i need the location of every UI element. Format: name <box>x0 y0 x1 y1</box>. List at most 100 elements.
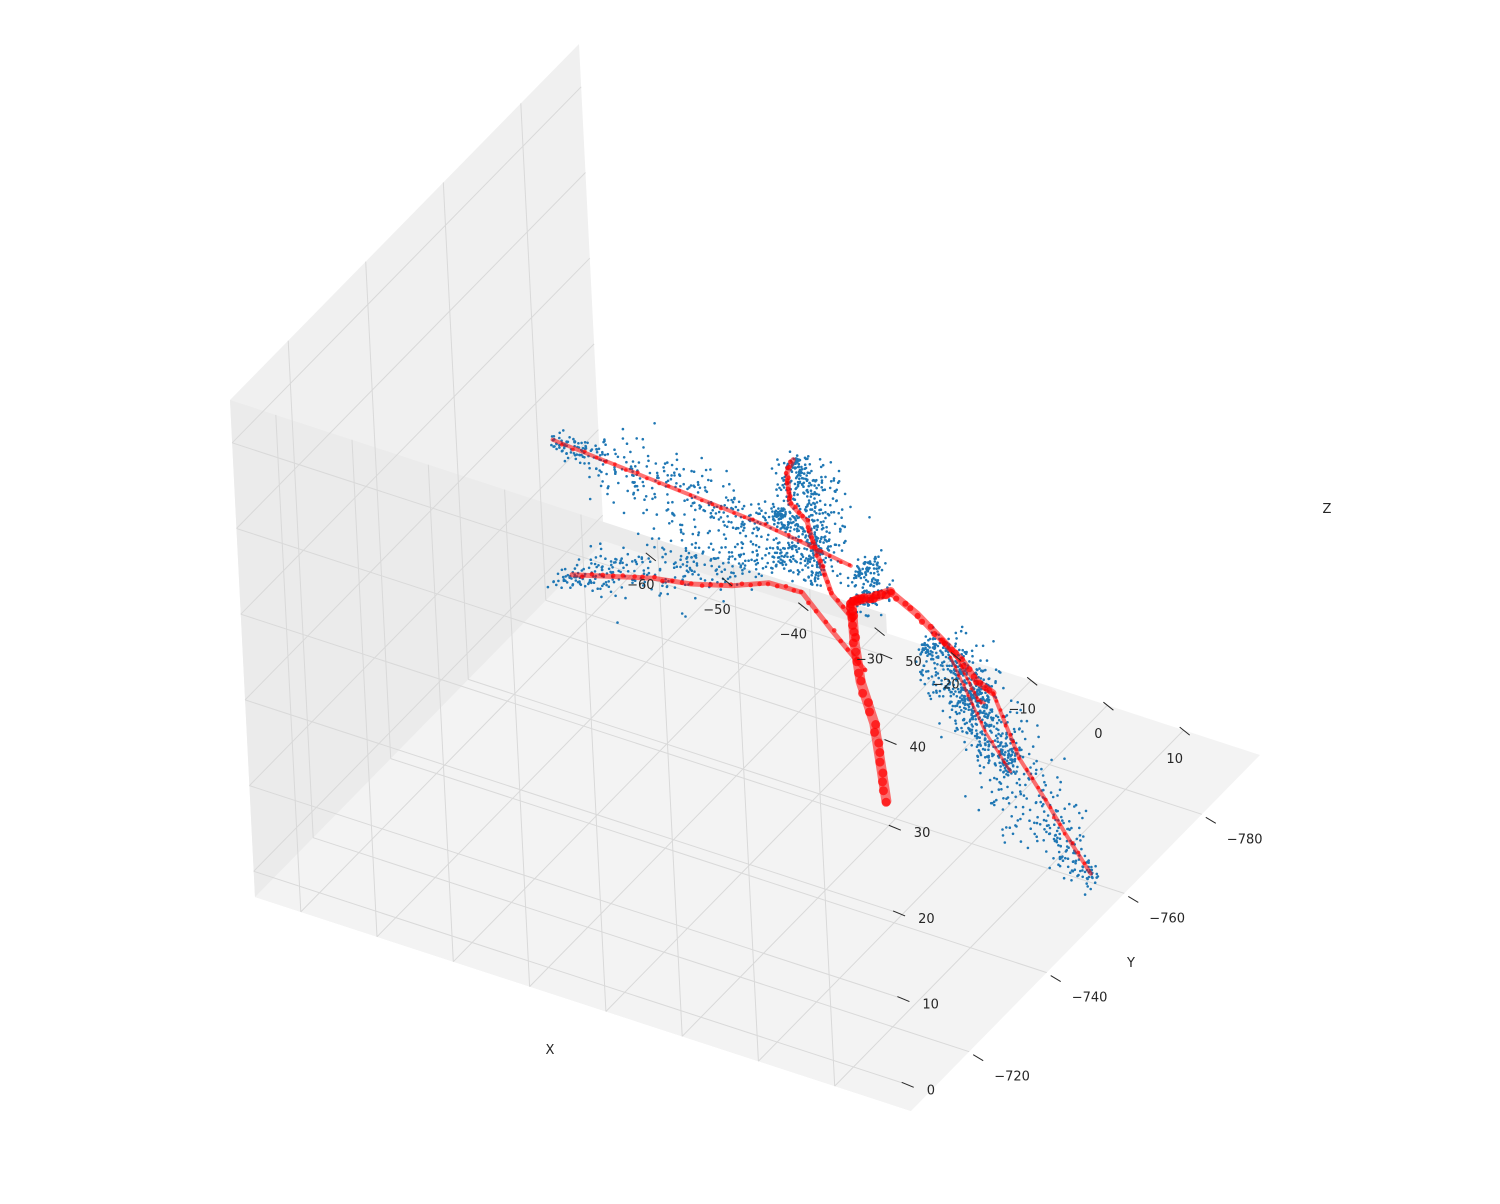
cloud-point <box>792 557 795 561</box>
cloud-point <box>823 488 827 492</box>
cloud-point <box>793 491 796 495</box>
cloud-point <box>1074 803 1078 807</box>
cloud-point <box>755 534 758 538</box>
cloud-point <box>983 706 986 709</box>
cloud-point <box>979 744 982 747</box>
skeleton-node <box>819 549 823 553</box>
cloud-point <box>979 771 982 775</box>
cloud-point <box>599 587 602 591</box>
z-tick-label: 50 <box>905 655 922 670</box>
skeleton-node <box>660 578 665 584</box>
skeleton-node <box>850 617 855 623</box>
tick-mark <box>1050 975 1061 983</box>
cloud-point <box>985 704 989 707</box>
cloud-point <box>939 664 943 667</box>
cloud-point <box>761 567 765 570</box>
cloud-point <box>609 560 613 563</box>
cloud-point <box>1037 794 1041 797</box>
cloud-point <box>690 569 694 572</box>
tick-mark <box>721 577 733 587</box>
cloud-point <box>923 682 927 686</box>
cloud-point <box>1090 865 1093 869</box>
cloud-point <box>802 485 805 489</box>
cloud-point <box>782 461 786 465</box>
cloud-point <box>933 661 936 665</box>
z-tick-label: 40 <box>910 741 927 756</box>
cloud-point <box>558 431 561 435</box>
cloud-point <box>806 566 810 569</box>
cloud-point <box>941 651 944 654</box>
skeleton-node <box>823 619 829 625</box>
cloud-point <box>593 562 597 566</box>
cloud-point <box>604 581 608 584</box>
cloud-point <box>807 515 811 518</box>
cloud-point <box>611 566 614 569</box>
cloud-point <box>981 644 985 648</box>
cloud-point <box>982 766 986 769</box>
cloud-point <box>697 546 701 550</box>
cloud-point <box>877 566 880 570</box>
cloud-point <box>683 513 686 516</box>
skeleton-node <box>763 522 768 526</box>
skeleton-node <box>980 720 984 724</box>
cloud-point <box>797 504 801 508</box>
cloud-point <box>962 718 966 722</box>
cloud-point <box>822 541 825 544</box>
cloud-point <box>810 573 813 577</box>
skeleton-node <box>788 494 793 499</box>
cloud-point <box>803 467 807 471</box>
cloud-point <box>643 580 647 584</box>
cloud-point <box>820 527 824 531</box>
skeleton-node <box>962 672 966 675</box>
skeleton-node <box>848 620 858 630</box>
cloud-point <box>1043 780 1046 784</box>
cloud-point <box>813 506 817 510</box>
cloud-point <box>744 559 747 563</box>
cloud-point <box>651 497 654 501</box>
cloud-point <box>809 489 813 493</box>
cloud-point <box>629 465 633 468</box>
cloud-point <box>782 499 786 503</box>
cloud-point <box>925 660 928 663</box>
cloud-point <box>598 469 601 472</box>
cloud-point <box>1053 823 1056 826</box>
cloud-point <box>979 677 983 680</box>
cloud-point <box>840 508 844 511</box>
cloud-point <box>641 437 645 441</box>
cloud-point <box>968 691 972 695</box>
cloud-point <box>710 515 714 518</box>
cloud-point <box>1020 748 1023 752</box>
cloud-point <box>978 750 981 753</box>
skeleton-node <box>640 574 645 580</box>
grid-lines <box>231 86 1202 1087</box>
cloud-point <box>662 469 666 473</box>
cloud-point <box>976 735 980 739</box>
cloud-point <box>754 575 758 579</box>
cloud-point <box>832 479 836 482</box>
skeleton-node <box>875 748 885 757</box>
cloud-point <box>656 474 659 477</box>
cloud-point <box>868 562 871 565</box>
cloud-point <box>694 546 697 549</box>
cloud-point <box>632 491 636 495</box>
cloud-point <box>778 517 781 520</box>
skeleton-node <box>1002 761 1006 764</box>
skeleton-node <box>1048 805 1053 810</box>
cloud-point <box>575 563 579 567</box>
cloud-point <box>665 480 668 484</box>
cloud-point <box>1003 766 1007 770</box>
cloud-point <box>716 556 720 560</box>
cloud-point <box>579 583 583 587</box>
skeleton-node <box>845 647 850 652</box>
cloud-point <box>642 572 646 575</box>
skeleton-node <box>718 582 724 588</box>
cloud-point <box>915 660 918 663</box>
skeleton-node <box>732 511 736 515</box>
skeleton-node <box>927 623 934 630</box>
cloud-point <box>665 509 668 512</box>
cloud-point <box>815 571 818 574</box>
cloud-point <box>590 448 594 451</box>
cloud-point <box>568 436 571 439</box>
cloud-point <box>974 722 978 726</box>
cloud-point <box>1007 802 1011 805</box>
